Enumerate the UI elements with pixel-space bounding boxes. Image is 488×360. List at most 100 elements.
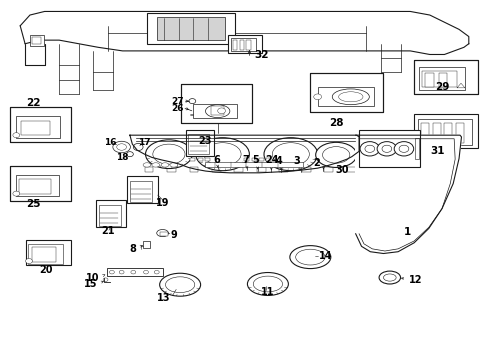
Bar xyxy=(181,84,251,123)
Bar xyxy=(16,116,60,138)
Bar xyxy=(413,60,477,94)
Polygon shape xyxy=(130,135,358,173)
Text: 27: 27 xyxy=(171,96,183,105)
Bar xyxy=(424,73,433,87)
Bar xyxy=(144,167,153,172)
Text: 8: 8 xyxy=(129,244,136,254)
Text: 14: 14 xyxy=(318,251,331,261)
Ellipse shape xyxy=(145,140,192,168)
Bar xyxy=(26,239,71,265)
Text: 32: 32 xyxy=(254,50,268,60)
Ellipse shape xyxy=(247,273,288,296)
Circle shape xyxy=(364,145,374,152)
Bar xyxy=(193,104,237,118)
Bar xyxy=(266,158,271,161)
Bar xyxy=(432,123,440,143)
Bar xyxy=(30,35,43,45)
Bar xyxy=(310,73,383,112)
Text: 17: 17 xyxy=(138,138,150,147)
Bar xyxy=(422,71,456,87)
Ellipse shape xyxy=(195,138,249,171)
Text: 20: 20 xyxy=(39,265,52,275)
Ellipse shape xyxy=(152,163,159,167)
Ellipse shape xyxy=(159,273,200,296)
Text: 9: 9 xyxy=(170,230,177,239)
Text: 24: 24 xyxy=(265,155,279,165)
Ellipse shape xyxy=(117,144,126,150)
Bar xyxy=(182,85,250,122)
Bar xyxy=(310,73,383,112)
Bar xyxy=(230,39,256,51)
Bar xyxy=(259,158,264,161)
Bar xyxy=(107,268,163,276)
Text: 1: 1 xyxy=(404,227,410,237)
Bar xyxy=(189,158,194,161)
Circle shape xyxy=(217,108,225,114)
Text: 12: 12 xyxy=(408,275,422,285)
Bar xyxy=(21,121,50,135)
Circle shape xyxy=(154,270,159,274)
Text: 16: 16 xyxy=(104,138,117,147)
Bar xyxy=(232,40,237,50)
Text: 15: 15 xyxy=(83,279,97,289)
Bar xyxy=(16,175,59,196)
Bar xyxy=(414,60,476,93)
Circle shape xyxy=(13,133,20,138)
Text: 6: 6 xyxy=(213,154,220,165)
Bar xyxy=(438,73,447,87)
Text: 30: 30 xyxy=(335,165,348,175)
Bar xyxy=(96,201,126,227)
Bar xyxy=(251,158,256,161)
Bar xyxy=(157,17,224,40)
Bar xyxy=(185,130,214,156)
Bar xyxy=(311,74,382,111)
Text: 7: 7 xyxy=(242,154,249,165)
Ellipse shape xyxy=(264,138,317,171)
Bar xyxy=(159,232,168,236)
Bar xyxy=(346,167,355,172)
Circle shape xyxy=(119,270,124,274)
Text: 22: 22 xyxy=(26,98,41,108)
Bar xyxy=(188,134,208,154)
Bar xyxy=(99,205,121,226)
Bar xyxy=(10,107,71,142)
Text: 4: 4 xyxy=(275,156,282,166)
Ellipse shape xyxy=(153,144,184,164)
Bar xyxy=(413,114,477,148)
Bar xyxy=(444,123,451,143)
Bar xyxy=(244,158,249,161)
Circle shape xyxy=(143,270,148,274)
Text: 26: 26 xyxy=(171,104,183,113)
Bar xyxy=(32,37,41,44)
Bar xyxy=(10,107,71,142)
Text: 31: 31 xyxy=(429,146,444,156)
Text: 19: 19 xyxy=(156,198,169,208)
Ellipse shape xyxy=(331,89,368,105)
Circle shape xyxy=(376,141,396,156)
Text: 29: 29 xyxy=(434,82,448,93)
Circle shape xyxy=(13,191,20,196)
Bar xyxy=(227,35,262,53)
Bar xyxy=(358,130,419,167)
Circle shape xyxy=(381,145,391,152)
Text: 5: 5 xyxy=(252,155,259,165)
Text: 23: 23 xyxy=(198,136,212,145)
Ellipse shape xyxy=(315,142,356,167)
Circle shape xyxy=(313,94,321,100)
Bar xyxy=(189,167,198,172)
Ellipse shape xyxy=(143,163,151,167)
Circle shape xyxy=(25,258,32,264)
Ellipse shape xyxy=(113,141,130,153)
Bar xyxy=(420,123,428,143)
Bar xyxy=(32,247,56,262)
Bar xyxy=(167,167,176,172)
Bar xyxy=(147,13,234,44)
Bar xyxy=(413,60,477,94)
Bar xyxy=(239,40,244,50)
Circle shape xyxy=(109,270,114,274)
Bar xyxy=(211,107,223,116)
Text: 28: 28 xyxy=(328,118,343,128)
Circle shape xyxy=(103,278,108,282)
Bar xyxy=(130,181,152,202)
Text: 3: 3 xyxy=(293,156,300,166)
